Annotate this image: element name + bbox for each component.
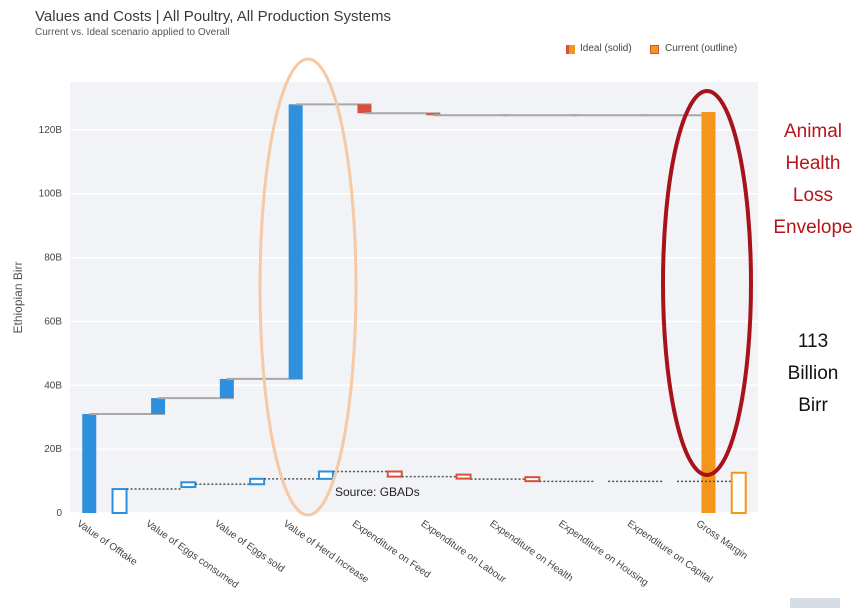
ideal-bar bbox=[288, 104, 303, 379]
current-bar bbox=[524, 476, 541, 483]
legend: Ideal (solid) Current (outline) bbox=[0, 42, 858, 62]
annotation-value-line: Billion bbox=[787, 363, 839, 384]
highlight-ellipse-gross-margin bbox=[661, 89, 753, 477]
annotation-value-line: Birr bbox=[798, 395, 828, 416]
x-tick-label: Gross Margin bbox=[694, 518, 749, 561]
annotation-line: Envelope bbox=[773, 217, 853, 238]
annotation-line: Loss bbox=[792, 185, 834, 206]
loss-value-annotation: 113 Billion Birr bbox=[768, 326, 858, 422]
y-tick-label: 40B bbox=[44, 380, 62, 391]
chart-subtitle: Current vs. Ideal scenario applied to Ov… bbox=[35, 27, 230, 38]
y-tick-label: 0 bbox=[56, 508, 62, 519]
annotation-line: Health bbox=[785, 153, 841, 174]
y-tick-label: 80B bbox=[44, 253, 62, 264]
annotation-line: Animal bbox=[783, 121, 843, 142]
highlight-ellipse-herd-increase bbox=[258, 57, 358, 517]
x-tick-label: Value of Offtake bbox=[75, 518, 140, 568]
y-tick-label: 20B bbox=[44, 444, 62, 455]
current-bar bbox=[317, 470, 334, 480]
legend-current-swatch bbox=[650, 45, 659, 54]
legend-ideal-label: Ideal (solid) bbox=[580, 43, 632, 54]
current-bar bbox=[111, 488, 128, 514]
current-bar bbox=[455, 473, 472, 480]
legend-current-label: Current (outline) bbox=[665, 43, 738, 54]
current-bar bbox=[180, 481, 197, 489]
ideal-bar bbox=[219, 378, 234, 399]
ideal-bar bbox=[701, 112, 716, 513]
annotation-value-line: 113 bbox=[797, 331, 829, 352]
loss-envelope-annotation: Animal Health Loss Envelope bbox=[768, 116, 858, 244]
y-tick-label: 120B bbox=[39, 125, 63, 136]
x-tick-label: Value of Eggs sold bbox=[212, 518, 286, 574]
slide-corner-decoration bbox=[790, 598, 840, 608]
current-bar bbox=[249, 477, 266, 486]
y-tick-label: 60B bbox=[44, 316, 62, 327]
y-axis-label: Ethiopian Birr bbox=[11, 261, 25, 333]
ideal-bar bbox=[82, 414, 97, 513]
chart-title: Values and Costs | All Poultry, All Prod… bbox=[35, 8, 392, 25]
ideal-bar bbox=[357, 104, 372, 114]
current-bar bbox=[730, 471, 747, 515]
y-tick-label: 100B bbox=[39, 189, 63, 200]
source-label: Source: GBADs bbox=[335, 485, 420, 499]
legend-ideal-swatch bbox=[566, 45, 575, 54]
plot-area bbox=[70, 82, 758, 513]
ideal-bar bbox=[151, 398, 166, 415]
current-bar bbox=[386, 470, 403, 478]
